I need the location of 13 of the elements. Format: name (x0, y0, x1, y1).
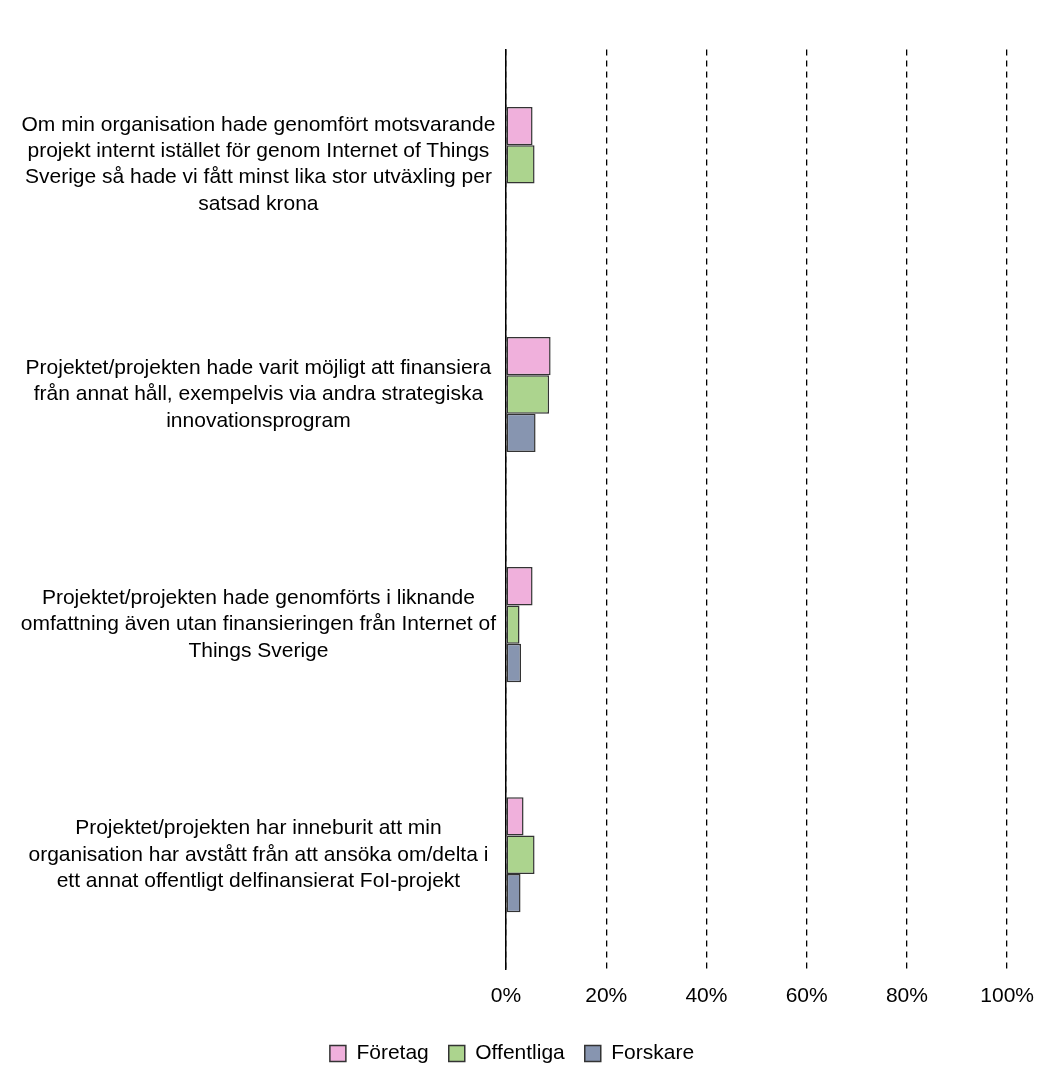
x-tick-label: 80% (885, 983, 928, 1007)
x-tick-label: 40% (685, 983, 728, 1007)
y-tick-label: Projektet/projekten har inneburit att min organisation har avstått från att ansöka om/delta i ett annat offentligt delfinansierat FoI-projekt (28, 815, 489, 891)
x-tick-label: 0% (490, 983, 522, 1007)
y-tick-label: Om min organisation hade genomfört motsvarande projekt internt istället för genom Internet of Things Sverige så hade vi fått minst lika stor utväxling per satsad krona (21, 111, 496, 214)
x-tick-label: 20% (585, 983, 628, 1007)
y-tick-label: Projektet/projekten hade genomförts i liknande omfattning även utan finansieringen från Internet of Things Sverige (20, 585, 497, 661)
legend-label: Företag (356, 1040, 429, 1064)
y-tick-label: Projektet/projekten hade varit möjligt att finansiera från annat håll, exempelvis via andra strategiska innovationsprogram (25, 355, 492, 431)
legend-label: Offentliga (475, 1040, 566, 1064)
legend-label: Forskare (611, 1040, 695, 1064)
x-tick-label: 60% (785, 983, 828, 1007)
x-tick-label: 100% (980, 983, 1034, 1007)
